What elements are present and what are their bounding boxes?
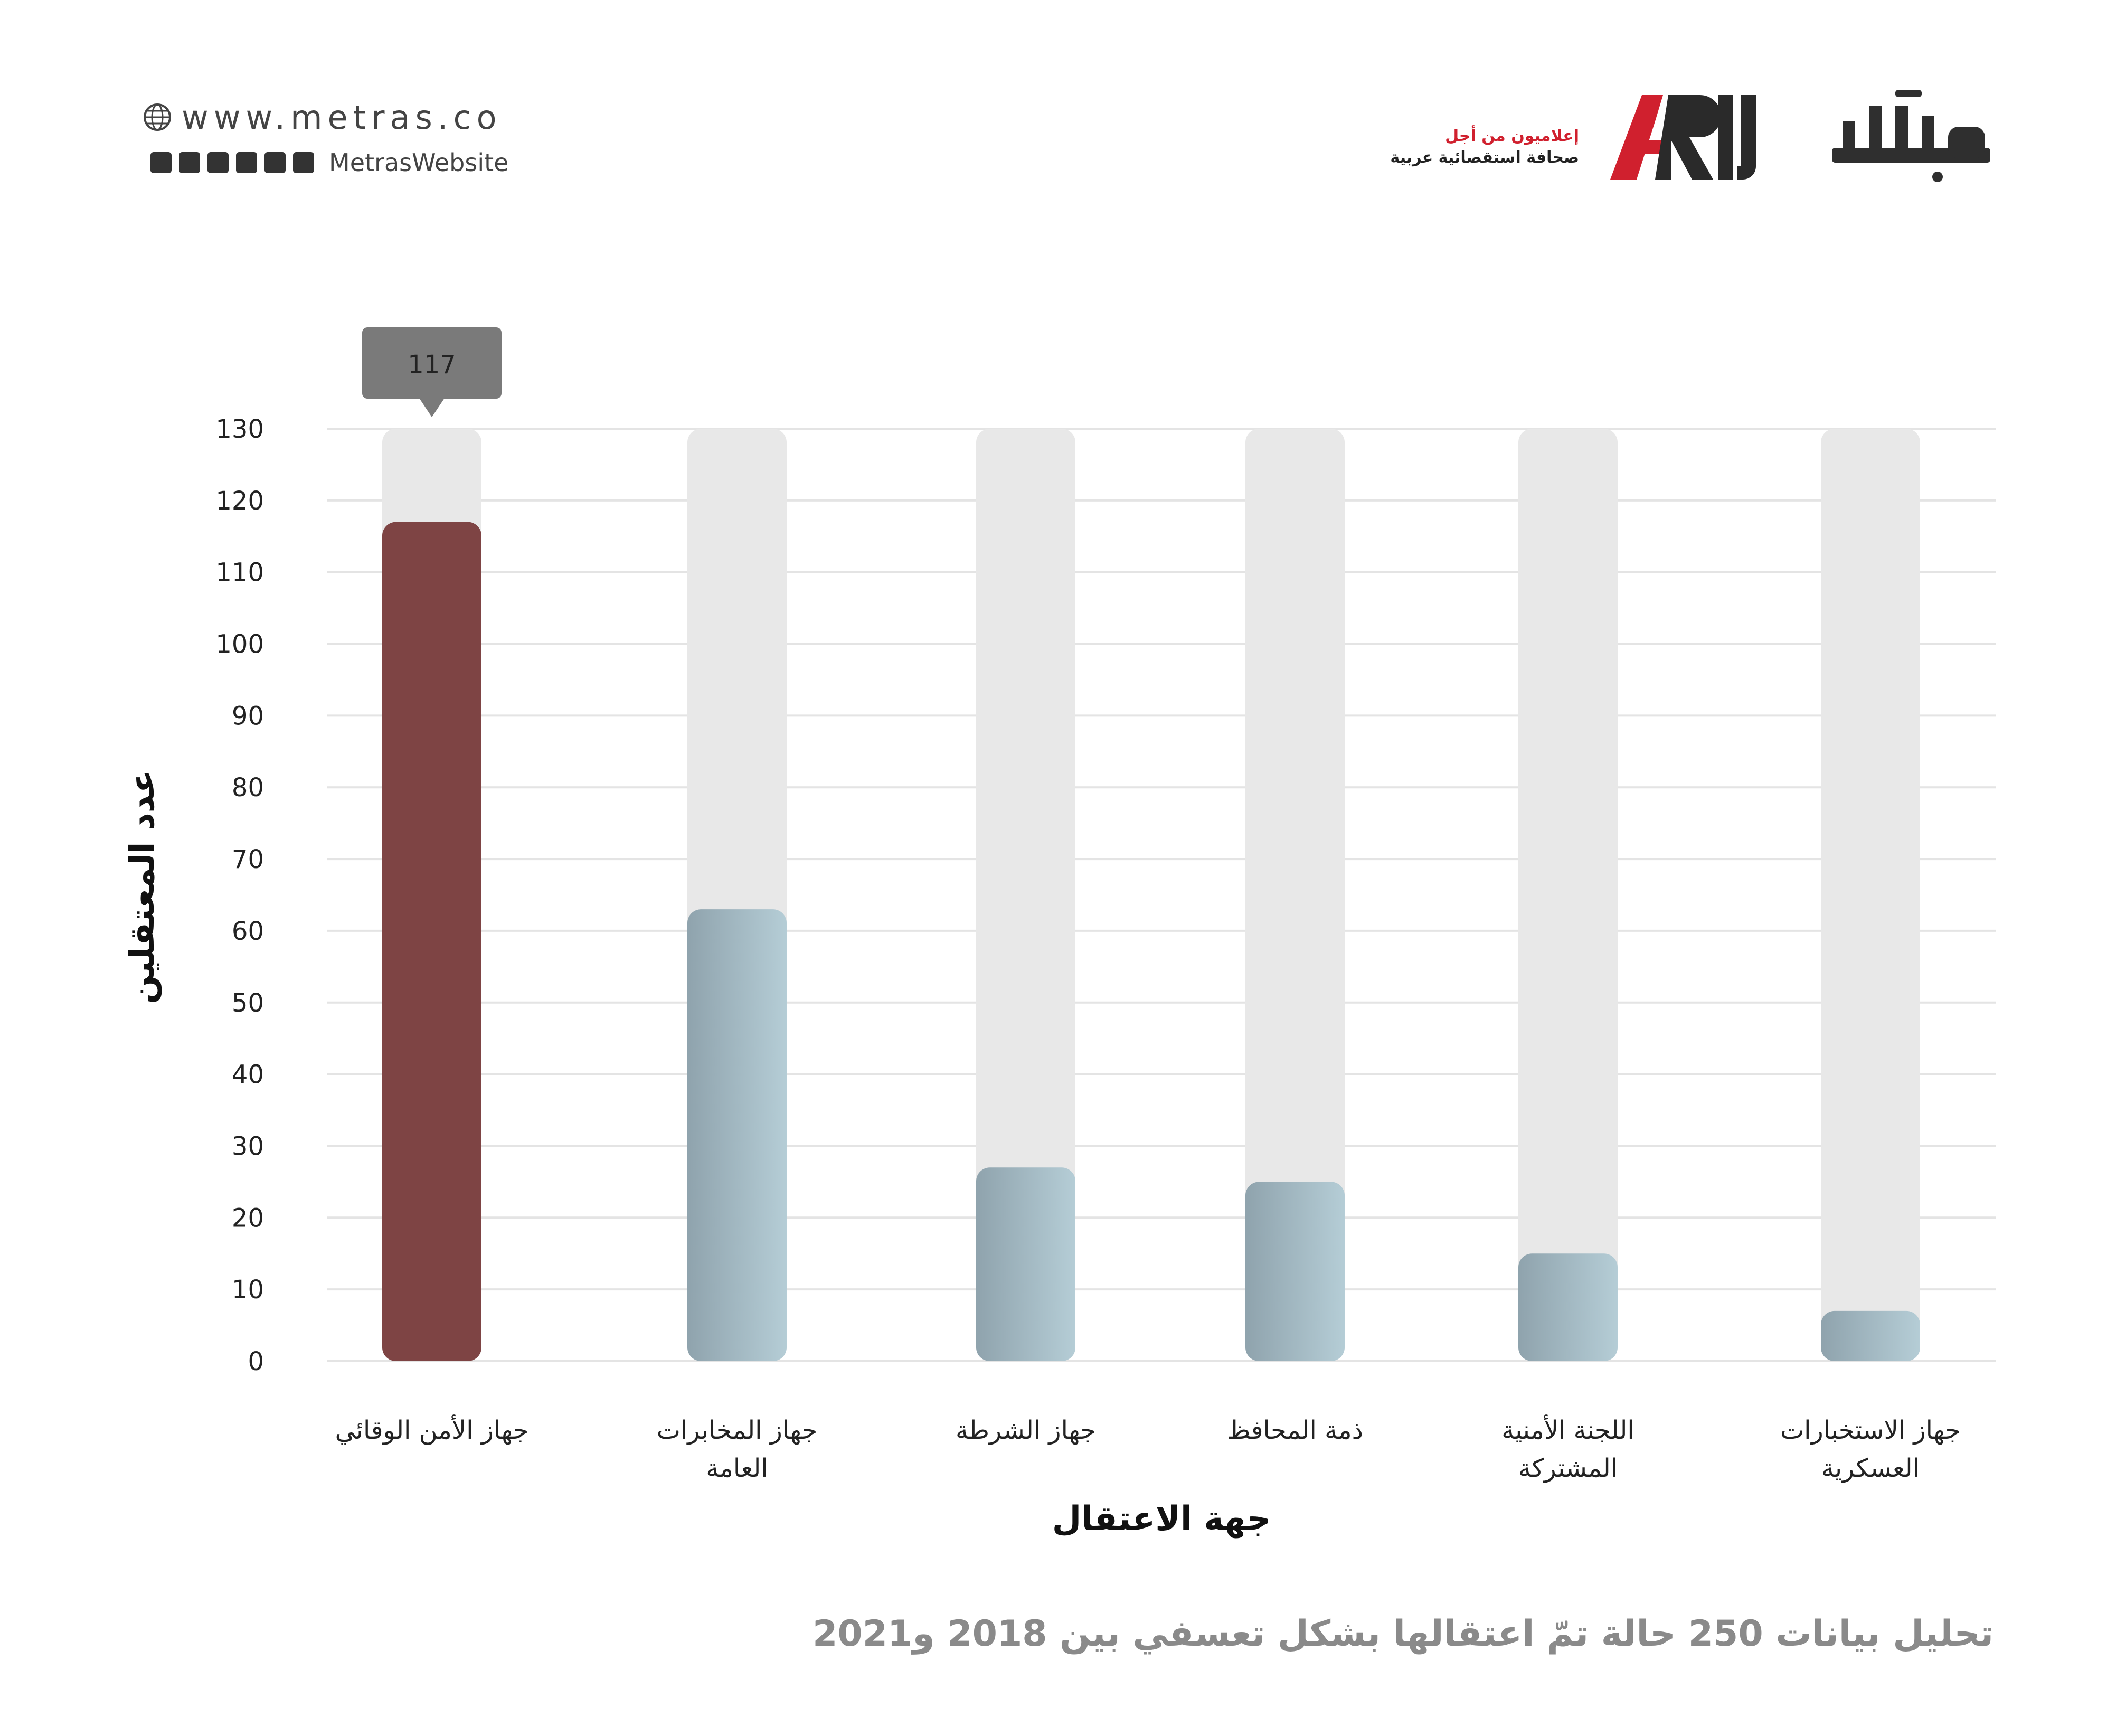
x-axis-title: جهة الاعتقال [1052,1499,1271,1539]
bar-track [1245,429,1345,1361]
youtube-icon[interactable] [264,152,286,173]
y-tick-label: 30 [232,1131,264,1161]
value-tooltip: 117 [362,327,502,417]
x-tick-label: جهاز المخابرات [657,1416,818,1445]
snapchat-icon[interactable] [150,152,172,173]
chart-subtitle: تحليل بيانات 250 حالة تمّ اعتقالها بشكل … [812,1613,1993,1655]
y-tick-label: 20 [232,1203,264,1233]
y-tick-label: 50 [232,988,264,1018]
bar[interactable] [1245,1182,1345,1361]
social-row: MetrasWebsite [150,147,508,178]
globe-icon [144,103,171,131]
soundcloud-icon[interactable] [179,152,200,173]
tooltip-value: 117 [408,350,456,380]
facebook-icon[interactable] [236,152,257,173]
x-tick-label: جهاز الأمن الوقائي [335,1414,529,1445]
x-tick-label: المشتركة [1518,1454,1618,1483]
bar[interactable] [1518,1253,1618,1361]
arij-tagline-line-1: إعلاميون من أجل [1445,127,1579,145]
x-tick-label: اللجنة الأمنية [1501,1414,1634,1445]
x-tick-label: العامة [706,1454,768,1483]
y-tick-label: 0 [248,1347,264,1376]
y-tick-label: 40 [232,1060,264,1090]
social-handle[interactable]: MetrasWebsite [329,148,509,177]
arij-tagline-line-2: صحافة استقصائية عربية [1390,148,1579,167]
twitter-icon[interactable] [207,152,229,173]
website-url[interactable]: www.metras.co [182,98,502,137]
y-tick-label: 70 [232,845,264,874]
bar[interactable] [1821,1310,1920,1361]
arij-tagline: إعلاميون من أجل صحافة استقصائية عربية [1390,127,1579,167]
y-tick-label: 80 [232,773,264,803]
y-tick-label: 90 [232,701,264,731]
y-tick-label: 120 [215,486,264,516]
bar[interactable] [382,522,481,1361]
x-tick-label: جهاز الاستخبارات [1780,1416,1961,1445]
y-tick-label: 60 [232,917,264,946]
metras-logo [1832,90,1990,182]
y-tick-label: 130 [215,414,264,444]
bar[interactable] [687,909,787,1361]
arij-logo [1610,95,1756,180]
bar-track [976,429,1075,1361]
y-tick-label: 10 [232,1275,264,1305]
x-tick-label: ذمة المحافظ [1227,1416,1363,1445]
bar[interactable] [976,1167,1075,1361]
y-tick-label: 110 [215,558,264,588]
x-tick-label: العسكرية [1821,1454,1920,1483]
instagram-icon[interactable] [293,152,314,173]
y-tick-label: 100 [215,630,264,659]
x-tick-label: جهاز الشرطة [956,1416,1096,1445]
bar-track [1518,429,1618,1361]
website-row: www.metras.co [143,96,502,138]
y-axis-title-wrap: عدد المعتقلين [90,770,195,1004]
bar-track [1821,429,1920,1361]
y-axis-title: عدد المعتقلين [123,770,162,1004]
